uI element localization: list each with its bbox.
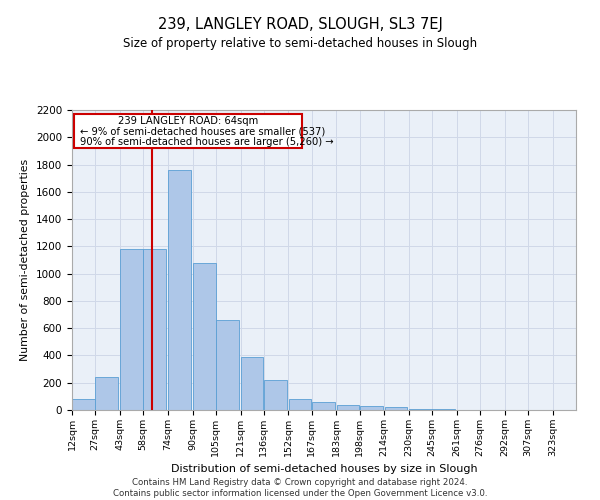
- FancyBboxPatch shape: [74, 114, 302, 148]
- Bar: [385, 408, 407, 410]
- Text: Contains HM Land Registry data © Crown copyright and database right 2024.
Contai: Contains HM Land Registry data © Crown c…: [113, 478, 487, 498]
- Text: ← 9% of semi-detached houses are smaller (537): ← 9% of semi-detached houses are smaller…: [80, 126, 325, 136]
- Bar: [143, 249, 166, 410]
- Text: 90% of semi-detached houses are larger (5,260) →: 90% of semi-detached houses are larger (…: [80, 137, 334, 147]
- Bar: [312, 402, 335, 410]
- Bar: [120, 249, 143, 410]
- Text: Size of property relative to semi-detached houses in Slough: Size of property relative to semi-detach…: [123, 38, 477, 51]
- Bar: [168, 170, 191, 410]
- Bar: [360, 406, 383, 410]
- Bar: [241, 357, 263, 410]
- Text: 239 LANGLEY ROAD: 64sqm: 239 LANGLEY ROAD: 64sqm: [118, 116, 258, 126]
- Bar: [409, 408, 432, 410]
- Bar: [193, 262, 215, 410]
- Y-axis label: Number of semi-detached properties: Number of semi-detached properties: [20, 159, 31, 361]
- Text: 239, LANGLEY ROAD, SLOUGH, SL3 7EJ: 239, LANGLEY ROAD, SLOUGH, SL3 7EJ: [158, 18, 442, 32]
- Bar: [264, 380, 287, 410]
- Bar: [337, 404, 359, 410]
- Bar: [289, 399, 311, 410]
- Bar: [95, 378, 118, 410]
- X-axis label: Distribution of semi-detached houses by size in Slough: Distribution of semi-detached houses by …: [170, 464, 478, 474]
- Bar: [216, 320, 239, 410]
- Bar: [72, 399, 95, 410]
